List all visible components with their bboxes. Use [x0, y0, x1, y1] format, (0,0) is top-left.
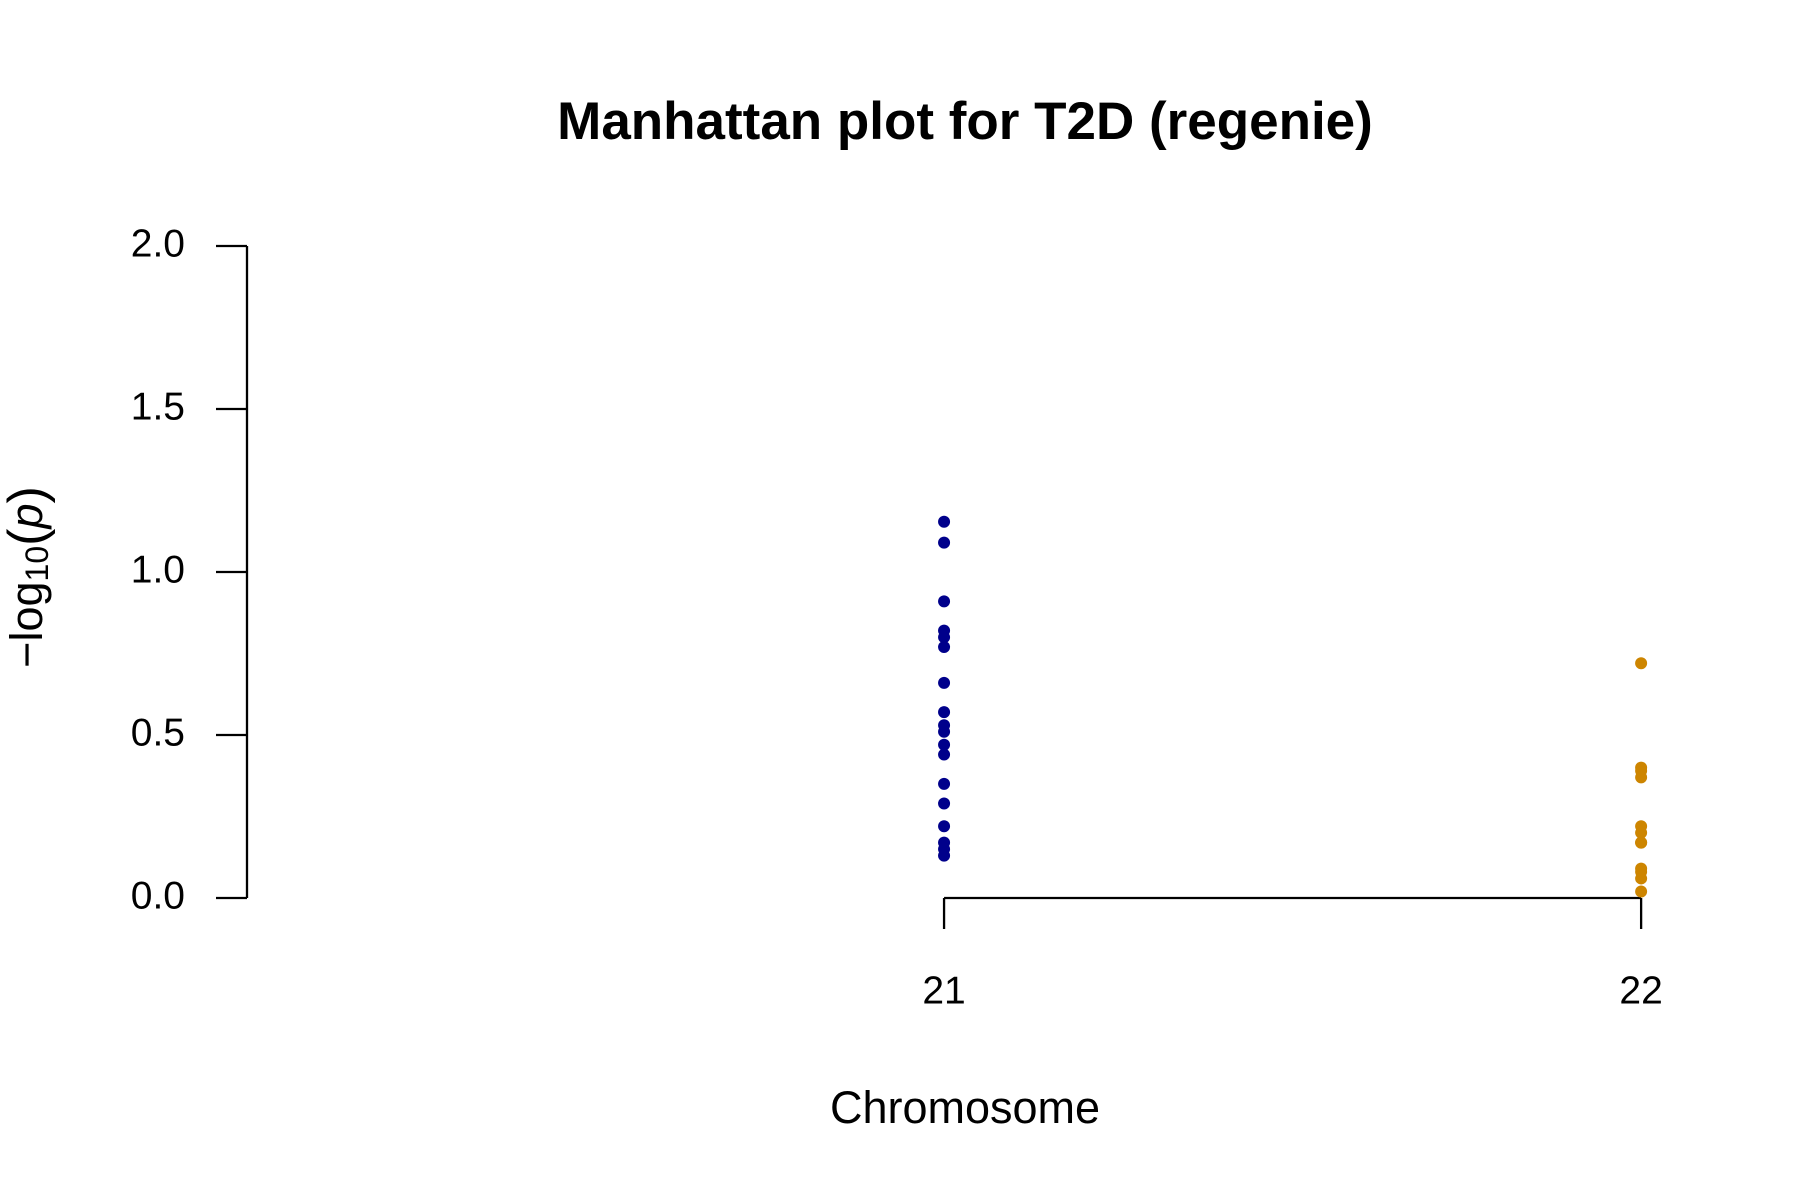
- point: [938, 797, 951, 810]
- point: [1635, 885, 1648, 898]
- y-label-sub: 10: [19, 546, 55, 582]
- y-label-part: −log: [1, 581, 52, 667]
- point: [938, 595, 951, 608]
- x-tick-label: 22: [1619, 969, 1662, 1012]
- y-tick-label: 1.0: [131, 548, 185, 591]
- point: [938, 706, 951, 719]
- point: [938, 849, 951, 862]
- point: [938, 640, 951, 653]
- point: [938, 676, 951, 689]
- y-tick-label: 0.5: [131, 711, 185, 754]
- point: [938, 631, 951, 644]
- point: [938, 820, 951, 833]
- point: [1635, 826, 1648, 839]
- y-axis-label: −log10(p): [0, 486, 56, 668]
- y-label-part: (: [0, 528, 56, 546]
- x-tick-label: 21: [922, 969, 965, 1012]
- y-label-part: p: [1, 504, 52, 531]
- chart-title: Manhattan plot for T2D (regenie): [557, 92, 1373, 151]
- point: [1635, 771, 1648, 784]
- point: [1635, 836, 1648, 849]
- point: [1635, 657, 1648, 670]
- point: [938, 748, 951, 761]
- y-tick-label: 0.0: [131, 874, 185, 917]
- point: [938, 738, 951, 751]
- point: [1635, 872, 1648, 885]
- y-tick-label: 1.5: [131, 385, 185, 428]
- point: [938, 725, 951, 738]
- point: [938, 536, 951, 549]
- y-label-part: ): [0, 486, 56, 503]
- point: [938, 777, 951, 790]
- y-tick-label: 2.0: [131, 222, 185, 265]
- point: [938, 515, 951, 528]
- x-axis-label: Chromosome: [830, 1082, 1100, 1133]
